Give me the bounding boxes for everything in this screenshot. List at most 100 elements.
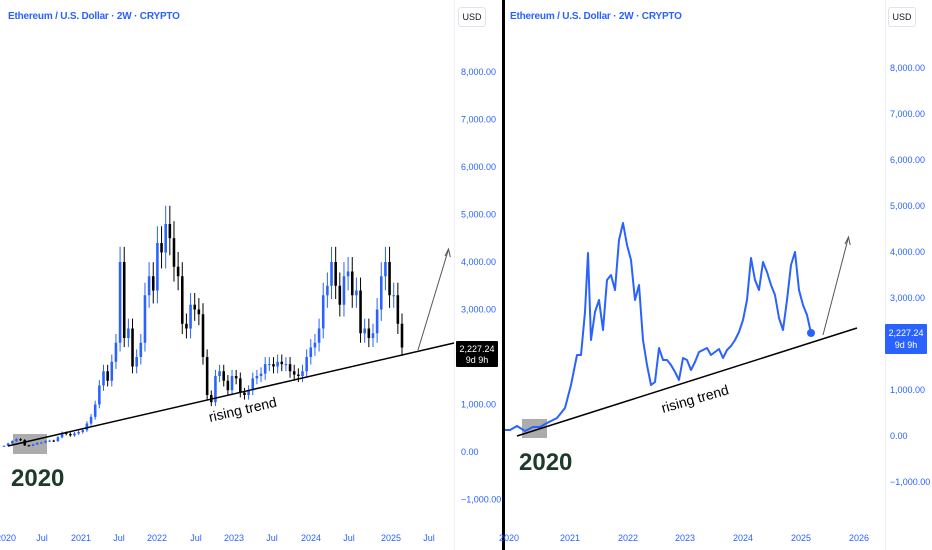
candle-body — [400, 323, 404, 348]
x-tick-label: 2024 — [301, 533, 321, 543]
candle-body — [239, 378, 242, 393]
candle-body — [292, 371, 296, 375]
bar-countdown: 9d 9h — [895, 340, 918, 350]
candle-body — [367, 328, 371, 338]
candle-body — [131, 328, 134, 367]
x-tick-label: Jul — [266, 533, 278, 543]
candle-body — [218, 371, 221, 376]
candle-body — [48, 440, 51, 442]
left-symbol-title[interactable]: Ethereum / U.S. Dollar · 2W · CRYPTO — [8, 11, 180, 22]
candle-body — [35, 442, 39, 445]
y-tick-label: 7,000.00 — [461, 115, 496, 125]
candle-body — [243, 392, 246, 395]
y-tick-label: 8,000.00 — [890, 63, 925, 73]
candle-body — [89, 416, 93, 424]
candle-body — [251, 378, 255, 391]
right-chart-panel[interactable]: Ethereum / U.S. Dollar · 2W · CRYPTO USD… — [499, 0, 932, 550]
last-price-value: 2,227.24 — [888, 328, 923, 338]
left-currency-button[interactable]: USD — [458, 7, 486, 27]
candle-body — [60, 433, 64, 438]
candle-body — [288, 364, 292, 372]
candle-body — [355, 290, 358, 296]
x-tick-label: 2025 — [381, 533, 401, 543]
right-price-axis-separator — [885, 0, 886, 550]
projection-arrow-line — [822, 238, 849, 336]
candle-body — [201, 314, 205, 357]
candle-body — [180, 276, 184, 324]
projection-arrow-line — [417, 250, 449, 351]
x-tick-label: Jul — [423, 533, 435, 543]
candle-body — [160, 243, 163, 253]
candle-body — [168, 224, 172, 239]
x-tick-label: 2026 — [849, 533, 869, 543]
candle-body — [85, 423, 89, 431]
x-tick-label: 2022 — [147, 533, 167, 543]
x-tick-label: 2020 — [0, 533, 16, 543]
candle-body — [2, 445, 6, 447]
y-tick-label: 7,000.00 — [890, 109, 925, 119]
candle-body — [222, 371, 226, 381]
x-tick-label: 2022 — [618, 533, 638, 543]
candle-body — [346, 271, 350, 277]
candle-body — [363, 328, 366, 334]
candle-body — [205, 357, 209, 395]
candle-body — [172, 238, 176, 267]
candle-body — [40, 442, 43, 444]
candle-body — [15, 439, 18, 442]
candle-body — [317, 328, 321, 343]
left-chart-svg[interactable]: −1,000.000.001,000.002,000.003,000.004,0… — [0, 0, 502, 550]
candle-body — [147, 276, 151, 296]
y-tick-label: 5,000.00 — [890, 201, 925, 211]
candle-body — [375, 309, 379, 334]
candle-body — [114, 342, 118, 362]
candle-body — [73, 433, 76, 436]
right-currency-button[interactable]: USD — [888, 7, 916, 27]
annotation-rising-trend-label: rising trend — [659, 381, 730, 415]
x-tick-label: Jul — [36, 533, 48, 543]
candle-body — [305, 357, 308, 372]
x-tick-label: Jul — [113, 533, 125, 543]
candle-body — [326, 285, 329, 296]
candle-body — [268, 364, 271, 366]
right-chart-svg[interactable]: −1,000.000.001,000.002,000.003,000.004,0… — [499, 0, 932, 550]
candle-body — [93, 404, 97, 417]
candle-body — [118, 262, 122, 343]
y-tick-label: 0.00 — [461, 447, 479, 457]
y-tick-label: 3,000.00 — [461, 305, 496, 315]
candle-body — [69, 433, 72, 436]
annotation-2020-label: 2020 — [11, 465, 64, 492]
candle-body — [44, 441, 47, 443]
candle-body — [388, 262, 391, 296]
candle-body — [230, 376, 234, 391]
candle-body — [297, 374, 300, 376]
x-tick-label: 2023 — [224, 533, 244, 543]
candle-body — [81, 430, 85, 433]
x-tick-label: 2021 — [560, 533, 580, 543]
y-tick-label: 8,000.00 — [461, 67, 496, 77]
candle-body — [189, 304, 192, 329]
annotation-rising-trend-label: rising trend — [207, 394, 278, 425]
annotation-2020-label: 2020 — [519, 449, 572, 476]
candle-body — [164, 224, 167, 253]
x-tick-label: 2021 — [71, 533, 91, 543]
candle-body — [392, 295, 395, 297]
y-tick-label: 6,000.00 — [890, 155, 925, 165]
projection-arrow-head — [444, 247, 451, 258]
candle-body — [31, 444, 35, 446]
candle-body — [313, 342, 317, 348]
candle-body — [371, 333, 375, 338]
candle-body — [276, 361, 279, 367]
candle-body — [247, 390, 250, 395]
candle-body — [280, 361, 284, 365]
last-price-badge — [456, 341, 498, 367]
right-symbol-title[interactable]: Ethereum / U.S. Dollar · 2W · CRYPTO — [510, 11, 682, 22]
candle-body — [342, 276, 346, 305]
candle-body — [301, 371, 304, 376]
candle-body — [106, 371, 109, 381]
candle-body — [338, 285, 342, 305]
x-tick-label: 2020 — [499, 533, 519, 543]
left-chart-panel[interactable]: Ethereum / U.S. Dollar · 2W · CRYPTO USD… — [0, 0, 502, 550]
candle-body — [19, 439, 22, 441]
candle-body — [122, 262, 126, 338]
y-tick-label: 1,000.00 — [461, 400, 496, 410]
